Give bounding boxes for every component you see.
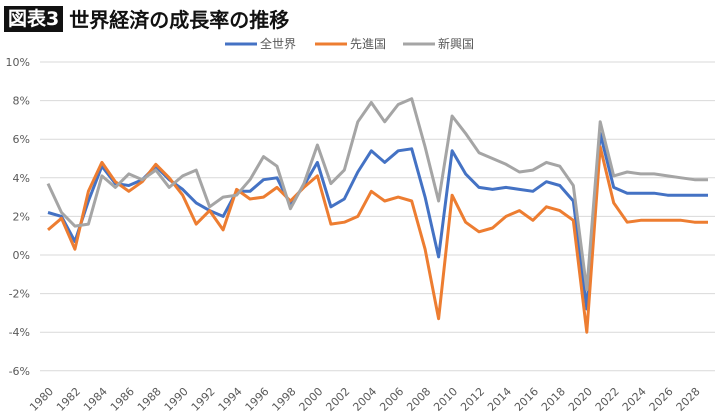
series-lines [46,97,708,334]
x-tick-label: 2018 [539,385,568,414]
y-tick-label: 6% [13,133,30,146]
y-tick-label: 0% [13,249,30,262]
y-tick-label: -6% [9,365,30,378]
x-tick-label: 2012 [458,385,487,414]
x-tick-label: 1988 [135,385,164,414]
legend-label: 新興国 [438,36,474,51]
legend-label: 先進国 [350,37,386,51]
x-tick-label: 2024 [620,385,649,414]
series-line-2 [46,97,708,292]
x-tick-label: 2008 [404,385,433,414]
gridlines [40,61,715,372]
x-tick-label: 1992 [189,385,218,414]
x-tick-label: 1994 [216,385,245,414]
chart-title: 世界経済の成長率の推移 [69,8,290,32]
x-tick-label: 2010 [431,385,460,414]
x-tick-label: 2014 [485,385,514,414]
y-tick-label: -4% [9,326,30,339]
x-tick-label: 2002 [323,385,352,414]
legend-label: 全世界 [260,36,296,51]
x-axis-ticks: 1980198219841986198819901992199419961998… [27,385,703,414]
x-tick-label: 1980 [27,385,56,414]
y-tick-label: 4% [13,172,30,185]
x-tick-label: 2016 [512,385,541,414]
x-tick-label: 2006 [377,385,406,414]
x-tick-label: 2000 [297,385,326,414]
chart-title-row: 図表3 世界経済の成長率の推移 [4,4,289,33]
figure-badge: 図表3 [4,5,64,32]
y-axis-ticks: -6% -4% -2% 0% 2% 4% 6% 8% 10% [6,56,30,378]
y-tick-label: 2% [13,210,30,223]
x-tick-label: 2004 [350,385,379,414]
x-tick-label: 1990 [162,385,191,414]
x-tick-label: 1984 [81,385,110,414]
x-tick-label: 1986 [108,385,137,414]
x-tick-label: 1982 [54,385,83,414]
legend: 全世界 先進国 新興国 [225,36,474,51]
series-line-1 [47,145,708,334]
x-tick-label: 1996 [243,385,272,414]
y-tick-label: 10% [6,56,30,69]
x-tick-label: 1998 [270,385,299,414]
x-tick-label: 2028 [674,385,703,414]
x-tick-label: 2022 [593,385,622,414]
x-tick-label: 2026 [647,385,676,414]
y-tick-label: 8% [13,95,30,108]
y-tick-label: -2% [9,288,30,301]
x-tick-label: 2020 [566,385,595,414]
